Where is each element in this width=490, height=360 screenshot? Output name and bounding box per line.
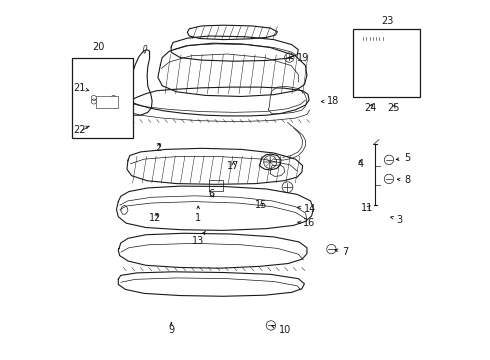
Text: 11: 11 (361, 203, 373, 213)
FancyBboxPatch shape (72, 58, 133, 138)
Text: 16: 16 (297, 218, 315, 228)
Text: 19: 19 (290, 53, 309, 63)
Text: 22: 22 (73, 125, 89, 135)
Text: 23: 23 (381, 16, 393, 26)
Text: 18: 18 (321, 96, 339, 106)
Text: 17: 17 (227, 161, 240, 171)
Text: 5: 5 (396, 153, 410, 163)
Text: 21: 21 (73, 83, 89, 93)
FancyBboxPatch shape (96, 96, 118, 108)
FancyBboxPatch shape (353, 29, 419, 97)
Text: 2: 2 (155, 143, 161, 153)
Text: 20: 20 (92, 42, 105, 52)
Text: 14: 14 (298, 204, 316, 214)
Text: 3: 3 (391, 215, 403, 225)
Text: 13: 13 (192, 231, 205, 246)
Text: 12: 12 (149, 213, 161, 223)
Text: 15: 15 (255, 200, 268, 210)
Text: 10: 10 (272, 325, 291, 336)
Text: 8: 8 (397, 175, 410, 185)
Text: 4: 4 (357, 159, 363, 169)
Text: 6: 6 (209, 189, 215, 199)
Text: 1: 1 (195, 206, 201, 223)
Text: 25: 25 (387, 103, 399, 113)
Text: 7: 7 (335, 247, 349, 257)
Text: 9: 9 (168, 323, 174, 336)
Text: 24: 24 (364, 103, 376, 113)
